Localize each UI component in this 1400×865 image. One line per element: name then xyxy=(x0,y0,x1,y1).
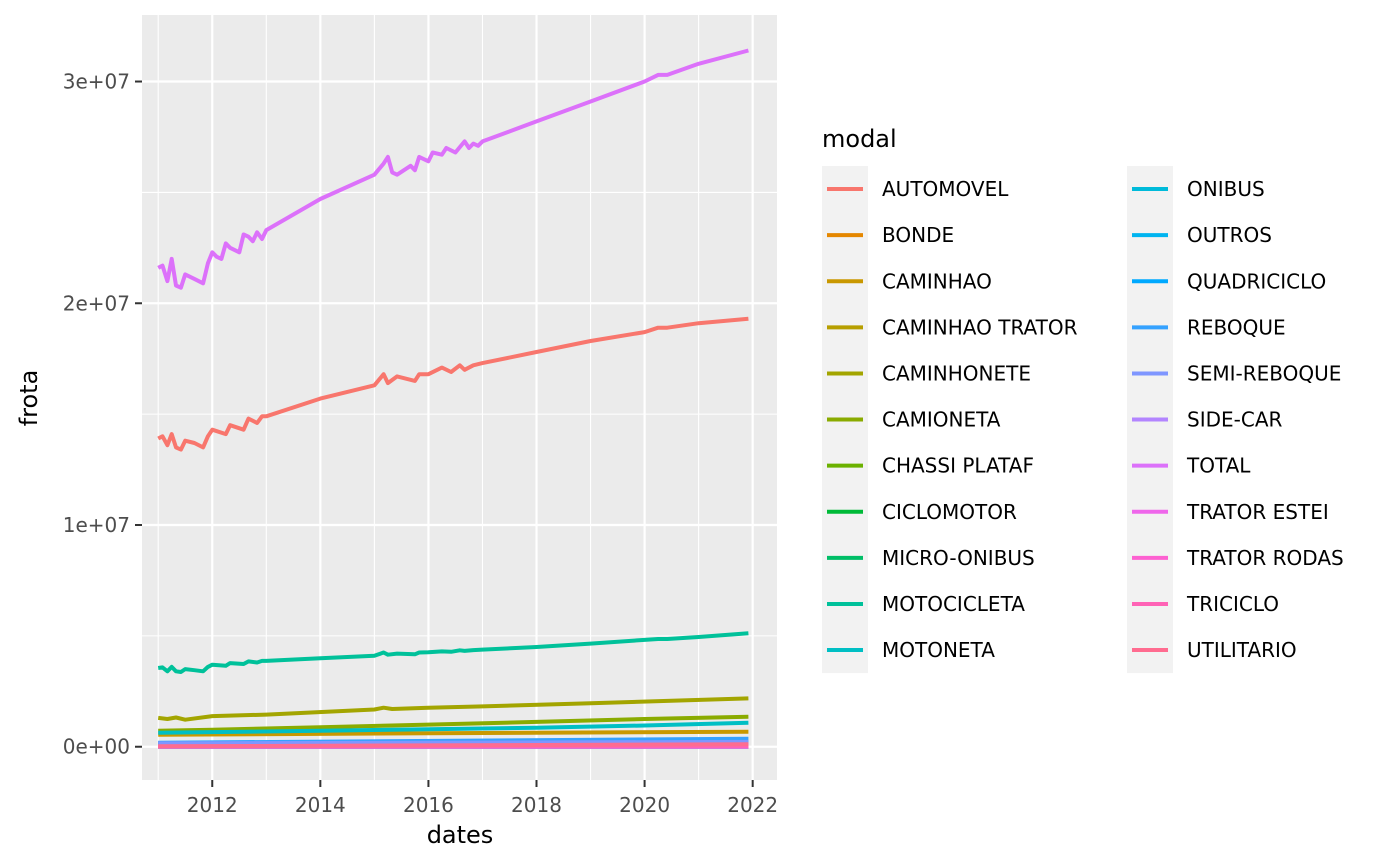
legend-label-side-car: SIDE-CAR xyxy=(1187,408,1282,432)
series-line-utilitario xyxy=(158,742,749,749)
legend-label-camioneta: CAMIONETA xyxy=(882,408,1001,432)
legend-label-triciclo: TRICICLO xyxy=(1186,592,1279,616)
legend-label-total: TOTAL xyxy=(1186,454,1251,478)
legend-label-utilitario: UTILITARIO xyxy=(1187,638,1297,662)
x-tick-label: 2020 xyxy=(619,793,670,817)
legend-label-motocicleta: MOTOCICLETA xyxy=(882,592,1025,616)
legend-label-quadriciclo: QUADRICICLO xyxy=(1187,269,1326,293)
legend-label-ciclomotor: CICLOMOTOR xyxy=(882,500,1017,524)
legend-label-onibus: ONIBUS xyxy=(1187,177,1265,201)
x-tick-label: 2012 xyxy=(187,793,238,817)
legend-label-automovel: AUTOMOVEL xyxy=(882,177,1009,201)
series-line-automovel xyxy=(157,316,749,452)
legend-label-trator-estei: TRATOR ESTEI xyxy=(1186,500,1329,524)
y-tick-label: 0e+00 xyxy=(63,735,130,759)
y-tick-label: 2e+07 xyxy=(63,291,130,315)
legend-label-caminhao: CAMINHAO xyxy=(882,269,992,293)
series-line-caminhonete xyxy=(157,696,749,722)
x-tick-label: 2018 xyxy=(511,793,562,817)
legend-label-micro-onibus: MICRO-ONIBUS xyxy=(882,546,1035,570)
series-line-caminhao xyxy=(158,729,749,737)
y-axis: 0e+00 1e+07 2e+07 3e+07 xyxy=(63,70,142,759)
legend-label-bonde: BONDE xyxy=(882,223,954,247)
x-axis-title: dates xyxy=(427,821,494,849)
legend-label-outros: OUTROS xyxy=(1187,223,1272,247)
x-tick-label: 2014 xyxy=(295,793,346,817)
legend-label-trator-rodas: TRATOR RODAS xyxy=(1186,546,1344,570)
panel-background xyxy=(142,15,777,780)
y-axis-title: frota xyxy=(15,370,43,427)
series-line-total xyxy=(157,48,749,290)
legend-label-caminhonete: CAMINHONETE xyxy=(882,361,1031,385)
legend-label-semi-reboque: SEMI-REBOQUE xyxy=(1187,361,1341,385)
x-tick-label: 2022 xyxy=(727,793,778,817)
series-lines xyxy=(157,48,749,749)
series-line-semi-reboque xyxy=(158,739,749,746)
series-line-motocicleta xyxy=(157,631,749,674)
y-tick-label: 1e+07 xyxy=(63,513,130,537)
y-tick-label: 3e+07 xyxy=(63,70,130,94)
legend-label-caminhao-trator: CAMINHAO TRATOR xyxy=(882,315,1078,339)
series-line-motoneta xyxy=(158,720,749,735)
legend-label-reboque: REBOQUE xyxy=(1187,315,1286,339)
legend-title: modal xyxy=(822,125,897,153)
legend: modal AUTOMOVEL BONDE CAMINHAO CAMINHAO TRA… xyxy=(822,125,1344,674)
x-tick-label: 2016 xyxy=(403,793,454,817)
legend-label-motoneta: MOTONETA xyxy=(882,638,995,662)
legend-label-chassi-plataf: CHASSI PLATAF xyxy=(882,454,1034,478)
x-axis: 2012 2014 2016 2018 2020 2022 xyxy=(187,780,778,817)
series-line-camioneta xyxy=(158,714,749,733)
